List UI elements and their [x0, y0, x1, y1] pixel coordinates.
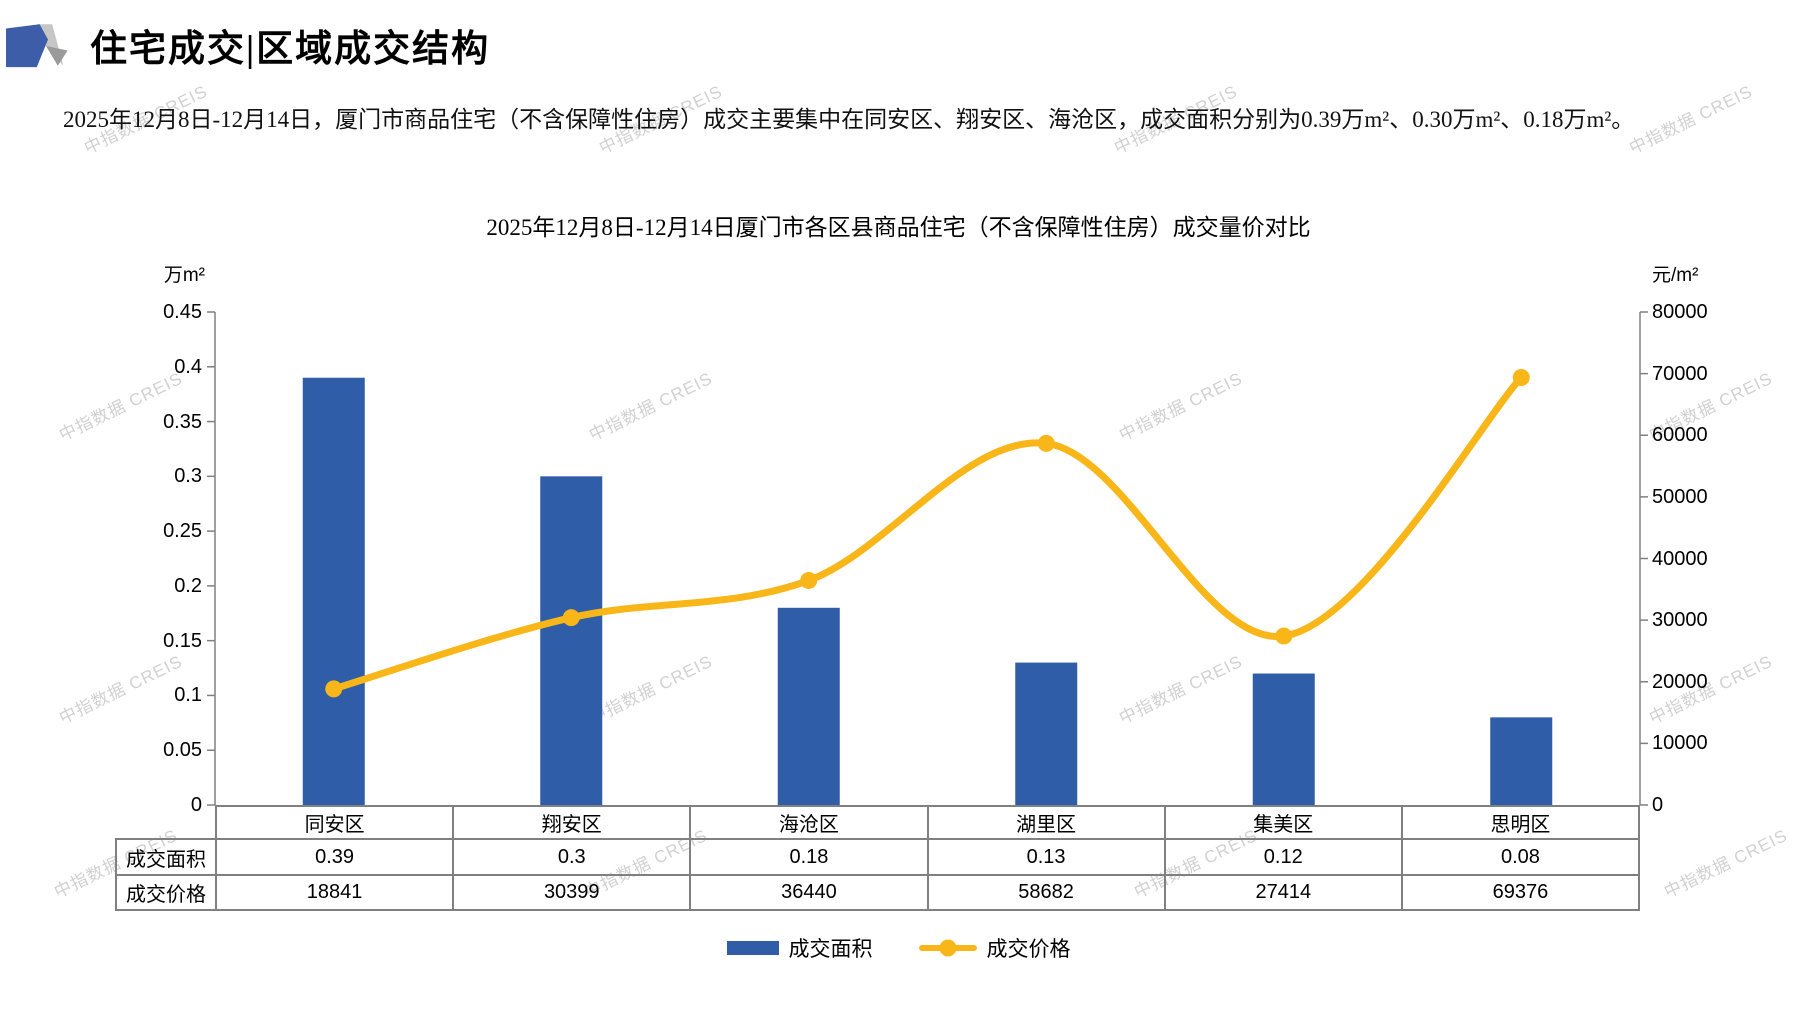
left-axis-tick-label: 0.3 — [174, 465, 202, 488]
line-point-集美区 — [1275, 627, 1293, 645]
bar-集美区 — [1252, 673, 1315, 805]
price-value-思明区: 69376 — [1400, 874, 1641, 911]
area-value-集美区: 0.12 — [1163, 838, 1401, 874]
area-value-湖里区: 0.13 — [926, 838, 1164, 874]
chart-title: 2025年12月8日-12月14日厦门市各区县商品住宅（不含保障性住房）成交量价… — [486, 215, 1311, 240]
chart-legend: 成交面积 成交价格 — [0, 933, 1797, 963]
category-cell-同安区: 同安区 — [215, 805, 453, 838]
page-header: 住宅成交|区域成交结构 — [6, 18, 490, 72]
bar-翔安区 — [540, 476, 603, 805]
plot-area — [207, 311, 1648, 806]
left-axis-tick-label: 0.25 — [163, 520, 202, 543]
left-axis-tick-label: 0.35 — [163, 410, 202, 433]
area-value-翔安区: 0.3 — [452, 838, 690, 874]
row-label-area: 成交面积 — [115, 838, 215, 874]
row-label-price: 成交价格 — [115, 874, 215, 911]
line-point-思明区 — [1512, 368, 1530, 386]
watermark-text: 中指数据 CREIS — [1661, 825, 1791, 902]
brand-logo-icon — [6, 22, 76, 68]
right-axis-tick-label: 20000 — [1652, 670, 1708, 693]
price-line — [330, 373, 1525, 693]
right-axis-tick-label: 10000 — [1652, 732, 1708, 755]
left-axis-tick-label: 0.15 — [163, 629, 202, 652]
left-axis-tick-label: 0.05 — [163, 739, 202, 762]
category-cell-海沧区: 海沧区 — [689, 805, 927, 838]
price-value-海沧区: 36440 — [689, 874, 927, 911]
left-axis-tick-label: 0.2 — [174, 574, 202, 597]
price-value-翔安区: 30399 — [452, 874, 690, 911]
price-value-集美区: 27414 — [1163, 874, 1401, 911]
area-value-海沧区: 0.18 — [689, 838, 927, 874]
left-axis-tick-label: 0.4 — [174, 355, 202, 378]
left-axis-tick-label: 0 — [190, 794, 202, 816]
bar-思明区 — [1490, 717, 1553, 805]
legend-item-成交价格: 成交价格 — [918, 933, 1071, 963]
right-axis-tick-label: 60000 — [1652, 424, 1708, 447]
logo-blue-polygon — [6, 24, 48, 68]
price-data-row: 成交价格 18841 30399 36440 58682 27414 69376 — [115, 874, 1641, 911]
bar-湖里区 — [1015, 662, 1078, 805]
left-axis-unit-label: 万m² — [163, 265, 205, 286]
legend-label: 成交面积 — [788, 937, 873, 961]
category-cell-湖里区: 湖里区 — [926, 805, 1164, 838]
category-header-row: 同安区 翔安区 海沧区 湖里区 集美区 思明区 — [215, 805, 1641, 838]
page-title: 住宅成交|区域成交结构 — [90, 29, 491, 70]
price-value-湖里区: 58682 — [926, 874, 1164, 911]
area-value-同安区: 0.39 — [215, 838, 453, 874]
area-data-row: 成交面积 0.39 0.3 0.18 0.13 0.12 0.08 — [115, 838, 1641, 874]
right-axis-tick-label: 50000 — [1652, 485, 1708, 508]
bar-海沧区 — [777, 607, 840, 805]
area-value-思明区: 0.08 — [1400, 838, 1641, 874]
line-point-湖里区 — [1037, 434, 1055, 452]
right-axis-unit-label: 元/m² — [1652, 265, 1699, 286]
bar-同安区 — [302, 377, 365, 805]
right-axis-tick-label: 30000 — [1652, 609, 1708, 632]
right-axis-tick-label: 0 — [1652, 794, 1664, 816]
category-cell-集美区: 集美区 — [1163, 805, 1401, 838]
chart-svg — [207, 311, 1648, 806]
legend-dot-icon — [939, 939, 956, 957]
summary-paragraph: 2025年12月8日-12月14日，厦门市商品住宅（不含保障性住房）成交主要集中… — [63, 107, 1635, 132]
price-value-同安区: 18841 — [215, 874, 453, 911]
left-axis-tick-label: 0.45 — [163, 301, 202, 323]
right-axis-tick-label: 80000 — [1652, 301, 1708, 323]
line-point-海沧区 — [800, 571, 818, 589]
legend-item-成交面积: 成交面积 — [726, 933, 873, 963]
category-cell-思明区: 思明区 — [1400, 805, 1641, 838]
legend-label: 成交价格 — [986, 937, 1071, 961]
right-axis-tick-label: 70000 — [1652, 362, 1708, 385]
right-axis-tick-label: 40000 — [1652, 547, 1708, 570]
legend-line-swatch-icon — [918, 939, 977, 957]
line-point-同安区 — [325, 680, 343, 698]
legend-bar-swatch-icon — [726, 941, 779, 955]
left-axis-tick-label: 0.1 — [174, 684, 202, 707]
category-cell-翔安区: 翔安区 — [452, 805, 690, 838]
line-point-翔安区 — [562, 609, 580, 627]
